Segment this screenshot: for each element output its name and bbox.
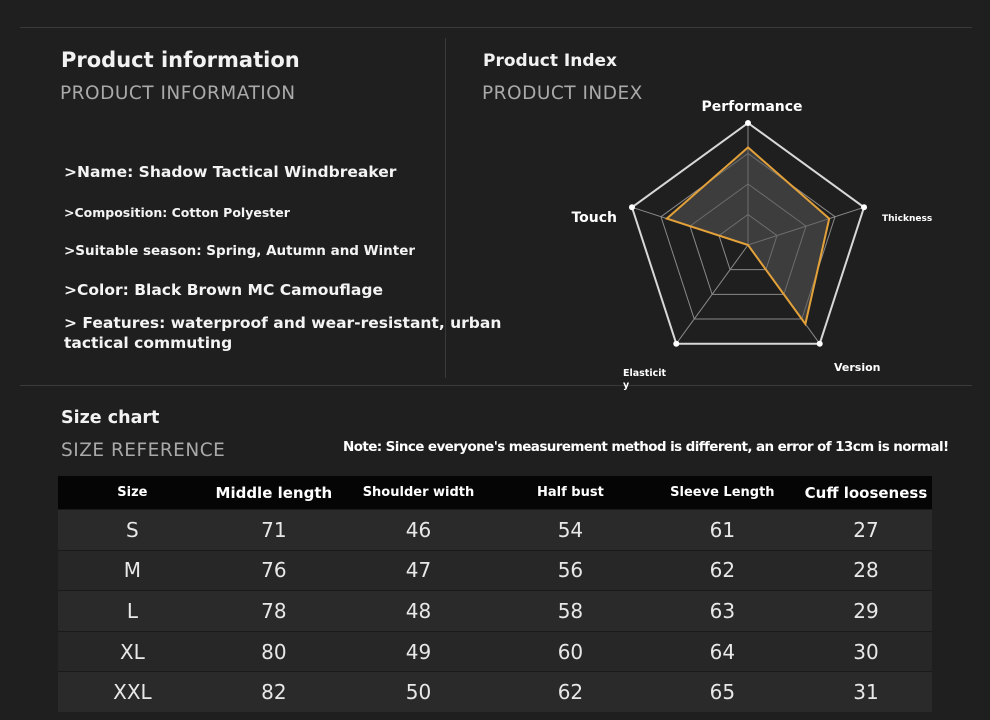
table-cell: 54 [496, 509, 645, 551]
middle-divider [20, 385, 972, 386]
radar-grid-ring [630, 121, 866, 345]
product-index-subtitle: PRODUCT INDEX [482, 83, 643, 104]
radar-vertex-dot [745, 120, 751, 126]
table-cell: 78 [206, 590, 341, 632]
info-color: >Color: Black Brown MC Camouflage [64, 281, 383, 299]
size-table: Size Middle length Shoulder width Half b… [58, 476, 932, 712]
radar-vertex-dot [673, 340, 680, 347]
product-index-title: Product Index [483, 51, 618, 71]
table-cell: 63 [644, 590, 800, 632]
table-cell: 62 [496, 671, 645, 712]
info-features-line1: > Features: waterproof and wear-resistan… [64, 314, 502, 332]
table-cell: XXL [58, 671, 207, 712]
table-cell: 27 [799, 509, 932, 551]
radar-spoke [675, 244, 749, 344]
table-cell: 47 [340, 549, 497, 591]
radar-series-area [664, 146, 831, 327]
table-cell: 56 [496, 549, 645, 591]
radar-axis-label: Elasticit y [623, 368, 666, 391]
size-note: Note: Since everyone's measurement metho… [343, 439, 949, 455]
table-cell: 58 [496, 590, 645, 632]
header-half-bust: Half bust [496, 476, 645, 510]
table-cell: 76 [206, 549, 341, 591]
table-cell: 64 [644, 630, 800, 672]
radar-axis-label: Touch [571, 210, 617, 226]
table-cell: 80 [206, 630, 341, 672]
info-composition: >Composition: Cotton Polyester [64, 205, 290, 220]
table-cell: XL [58, 630, 207, 672]
table-row: M 76 47 56 62 28 [58, 549, 932, 591]
table-cell: 30 [799, 630, 932, 672]
table-cell: 82 [206, 671, 341, 712]
radar-vertex-dot [816, 340, 823, 347]
table-row: XL 80 49 60 64 30 [58, 630, 932, 672]
info-features-line2: tactical commuting [64, 334, 233, 352]
table-cell: 50 [340, 671, 497, 712]
product-info-title: Product information [61, 48, 300, 72]
table-cell: 46 [340, 509, 497, 551]
table-cell: 48 [340, 590, 497, 632]
table-cell: 61 [644, 509, 800, 551]
table-row: XXL 82 50 62 65 31 [58, 671, 932, 712]
table-cell: 28 [799, 549, 932, 591]
top-divider [20, 27, 972, 28]
vertical-divider [445, 38, 446, 378]
table-cell: S [58, 509, 207, 551]
table-row: L 78 48 58 63 29 [58, 590, 932, 632]
table-cell: 60 [496, 630, 645, 672]
product-info-subtitle: PRODUCT INFORMATION [60, 83, 296, 104]
table-row: S 71 46 54 61 27 [58, 509, 932, 551]
radar-axis-label: Performance [701, 99, 802, 115]
header-sleeve-length: Sleeve Length [644, 476, 800, 510]
size-table-header-row: Size Middle length Shoulder width Half b… [58, 476, 932, 510]
radar-grid-ring [660, 152, 836, 320]
table-cell: 65 [644, 671, 800, 712]
info-name: >Name: Shadow Tactical Windbreaker [64, 163, 397, 181]
radar-axis-label: Thickness [882, 214, 932, 224]
table-cell: 62 [644, 549, 800, 591]
table-cell: 31 [799, 671, 932, 712]
table-cell: 29 [799, 590, 932, 632]
radar-axis-label: Version [834, 361, 881, 374]
header-cuff-looseness: Cuff looseness [799, 476, 932, 510]
size-chart-title: Size chart [61, 408, 160, 428]
radar-vertex-dot [628, 204, 635, 211]
table-cell: M [58, 549, 207, 591]
table-cell: 71 [206, 509, 341, 551]
table-cell: 49 [340, 630, 497, 672]
header-size: Size [58, 476, 207, 510]
table-cell: L [58, 590, 207, 632]
size-chart-subtitle: SIZE REFERENCE [61, 440, 226, 461]
radar-chart: Performance Thickness Version Elasticit y Tou… [560, 90, 950, 400]
info-season: >Suitable season: Spring, Autumn and Win… [64, 243, 416, 259]
header-middle-length: Middle length [206, 476, 341, 510]
radar-svg: Performance Thickness Version Elasticit y Tou… [571, 99, 932, 391]
header-shoulder-width: Shoulder width [340, 476, 497, 510]
radar-vertex-dot [861, 204, 868, 211]
